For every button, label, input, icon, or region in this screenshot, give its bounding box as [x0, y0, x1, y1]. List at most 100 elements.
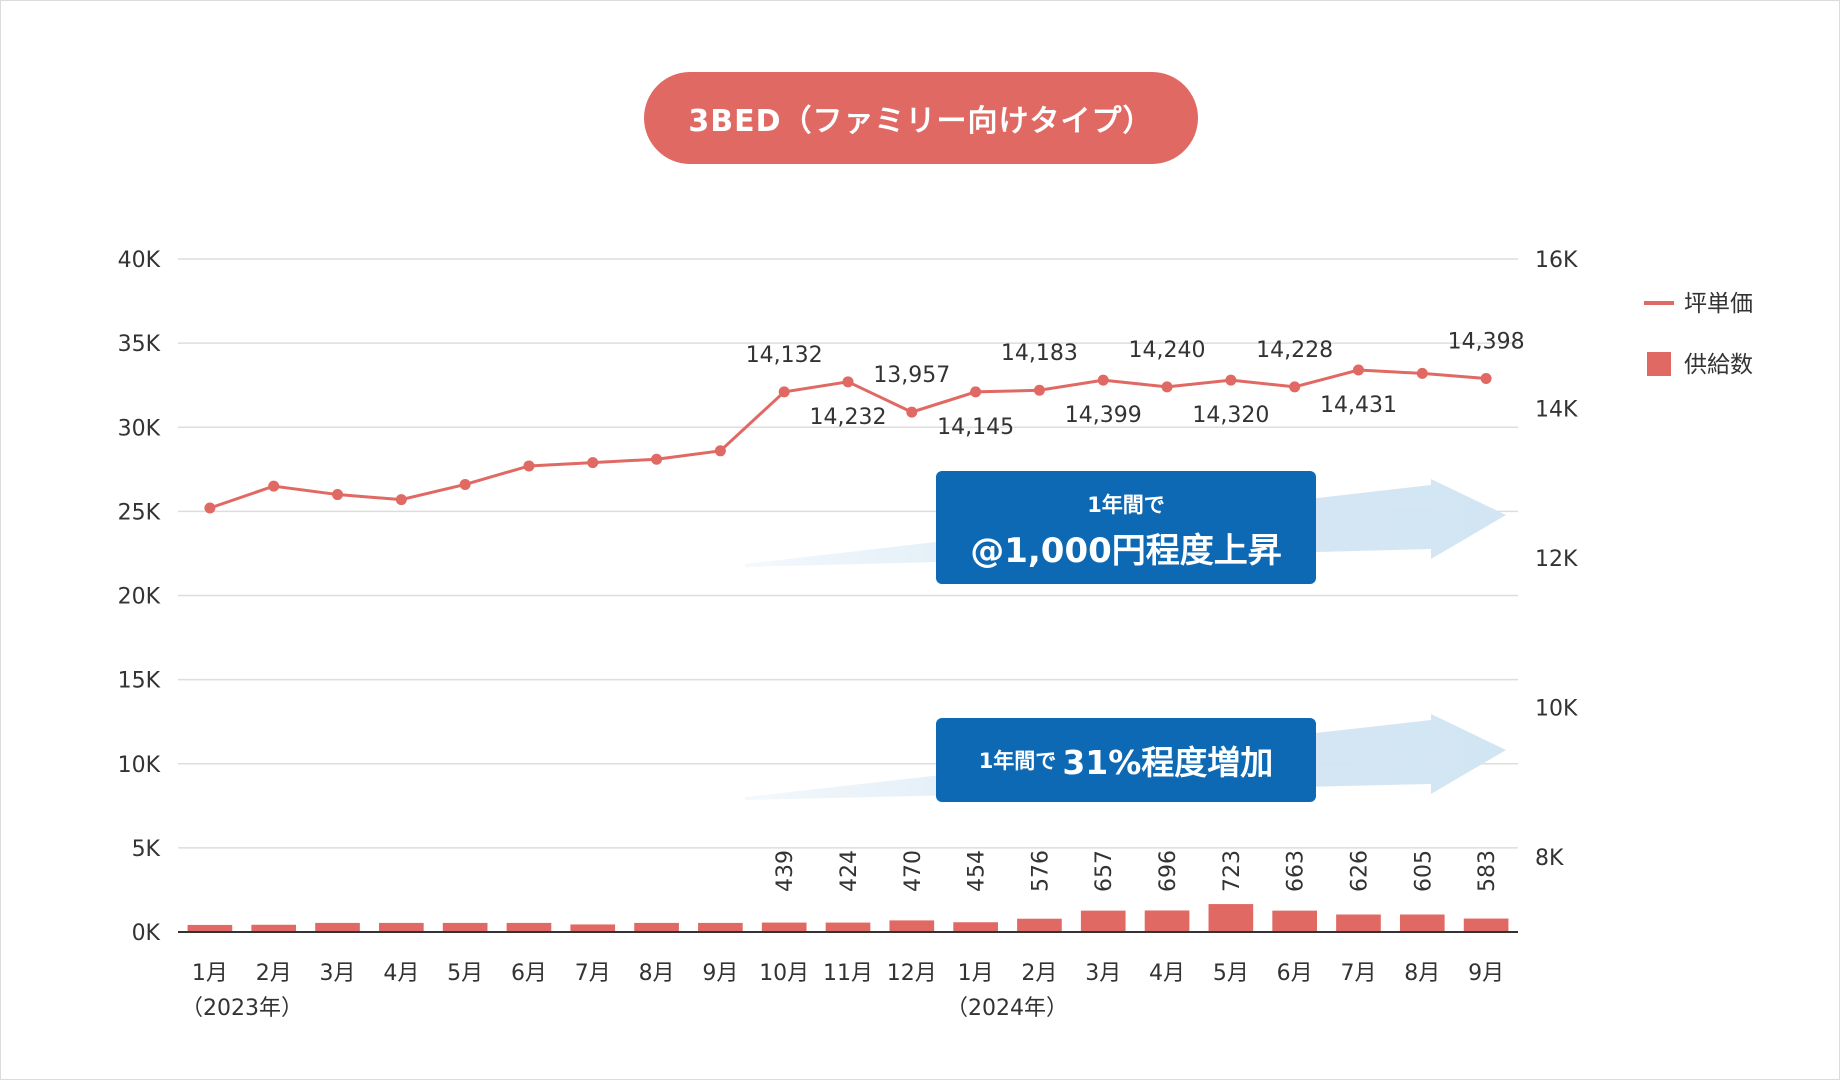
bar-data-label: 663: [1284, 850, 1309, 892]
x-tick-label: 9月: [1468, 961, 1504, 986]
left-tick-label: 10K: [118, 753, 161, 778]
bar: [1336, 914, 1381, 932]
x-tick-label: 7月: [1340, 961, 1376, 986]
line-point: [1352, 364, 1364, 376]
gridlines: [178, 258, 1518, 849]
bar-data-label: 605: [1411, 850, 1436, 892]
line-data-label: 14,145: [937, 415, 1014, 440]
line-data-label: 14,431: [1320, 393, 1397, 418]
x-tick-label: 3月: [1085, 961, 1121, 986]
x-tick-label: 4月: [1149, 961, 1185, 986]
line-point: [1225, 374, 1237, 386]
line-data-label: 14,240: [1129, 338, 1206, 363]
line-point: [1161, 381, 1173, 393]
bar-series: [187, 904, 1509, 932]
supply-callout-big: 31%程度増加: [1062, 743, 1274, 782]
legend-bar-label: 供給数: [1684, 352, 1753, 378]
line-point: [1033, 384, 1045, 396]
line-series: [204, 364, 1492, 514]
left-tick-label: 25K: [118, 500, 161, 525]
x-tick-label: 6月: [1277, 961, 1313, 986]
bar-data-label: 583: [1475, 850, 1500, 892]
right-tick-label: 14K: [1535, 398, 1578, 423]
bar: [506, 922, 552, 932]
x-tick-label: 5月: [1213, 961, 1249, 986]
left-tick-label: 5K: [132, 837, 161, 862]
bar: [953, 922, 998, 932]
x-tick-label: 6月: [511, 961, 547, 986]
x-tick-label: 2月: [1021, 961, 1057, 986]
right-tick-label: 10K: [1535, 697, 1578, 722]
bar: [698, 922, 743, 932]
x-tick-label: 2月: [256, 961, 292, 986]
bar: [825, 922, 871, 932]
line-point: [778, 386, 790, 398]
line-data-label: 14,132: [746, 343, 823, 368]
bar-data-label: 723: [1220, 850, 1245, 892]
line-point: [714, 445, 726, 457]
left-tick-label: 30K: [118, 416, 161, 441]
line-point: [906, 406, 918, 418]
line-data-label: 13,957: [873, 363, 950, 388]
bar-data-label: 454: [965, 850, 990, 892]
bar: [379, 922, 424, 932]
x-tick-label: 8月: [639, 961, 675, 986]
x-tick-label: 1月: [958, 961, 994, 986]
bar: [1463, 918, 1509, 932]
bar-data-label: 626: [1347, 850, 1372, 892]
bar: [1017, 918, 1062, 932]
left-tick-label: 20K: [118, 585, 161, 610]
line-point: [1097, 374, 1109, 386]
line-point: [204, 502, 216, 514]
bar: [634, 922, 679, 932]
line-data-label: 14,398: [1448, 329, 1525, 354]
supply-callout-small: 1年間で: [978, 749, 1057, 773]
bar-data-label: 576: [1028, 850, 1053, 892]
supply-callout: 1年間で 31%程度増加: [936, 718, 1316, 802]
bar: [251, 924, 297, 932]
line-point: [268, 480, 280, 492]
line-point: [459, 478, 471, 490]
bar: [1272, 910, 1317, 932]
bar: [1399, 914, 1445, 932]
legend: 坪単価 供給数: [1644, 291, 1753, 378]
line-point: [523, 460, 535, 472]
legend-line-label: 坪単価: [1684, 291, 1753, 317]
bar: [187, 924, 233, 932]
bar-data-label: 696: [1156, 850, 1181, 892]
price-callout-big: @1,000円程度上昇: [970, 531, 1282, 571]
bar: [1208, 904, 1254, 932]
axes: 0K 5K 10K 15K 20K 25K 30K 35K 40K 8K 10K 12K 14K 16K 1…: [118, 248, 1578, 986]
x-tick-label: 10月: [759, 961, 809, 986]
bar: [442, 922, 488, 932]
bar: [761, 922, 807, 932]
line-point: [1416, 367, 1428, 379]
line-data-label: 14,320: [1192, 403, 1269, 428]
left-tick-label: 40K: [118, 248, 161, 273]
left-tick-label: 15K: [118, 669, 161, 694]
line-data-label: 14,232: [810, 405, 887, 430]
price-callout: 1年間で @1,000円程度上昇: [936, 471, 1316, 584]
right-tick-label: 16K: [1535, 248, 1578, 273]
x-tick-label: 4月: [383, 961, 419, 986]
line-point: [332, 489, 344, 501]
x-tick-label: 8月: [1404, 961, 1440, 986]
bar: [570, 924, 616, 932]
bar: [1144, 910, 1190, 932]
line-data-label: 14,399: [1065, 403, 1142, 428]
bar: [1080, 910, 1126, 932]
bar: [315, 922, 360, 932]
bar: [889, 920, 935, 932]
line-data-label: 14,228: [1256, 338, 1333, 363]
x-tick-label: 1月: [192, 961, 228, 986]
x-tick-label: 5月: [447, 961, 483, 986]
line-point: [395, 494, 407, 506]
legend-bar-swatch: [1647, 352, 1671, 376]
left-tick-label: 35K: [118, 332, 161, 357]
line-point: [587, 457, 599, 469]
bar-data-label: 424: [837, 850, 862, 892]
left-tick-label: 0K: [132, 921, 161, 946]
line-point: [651, 453, 663, 465]
